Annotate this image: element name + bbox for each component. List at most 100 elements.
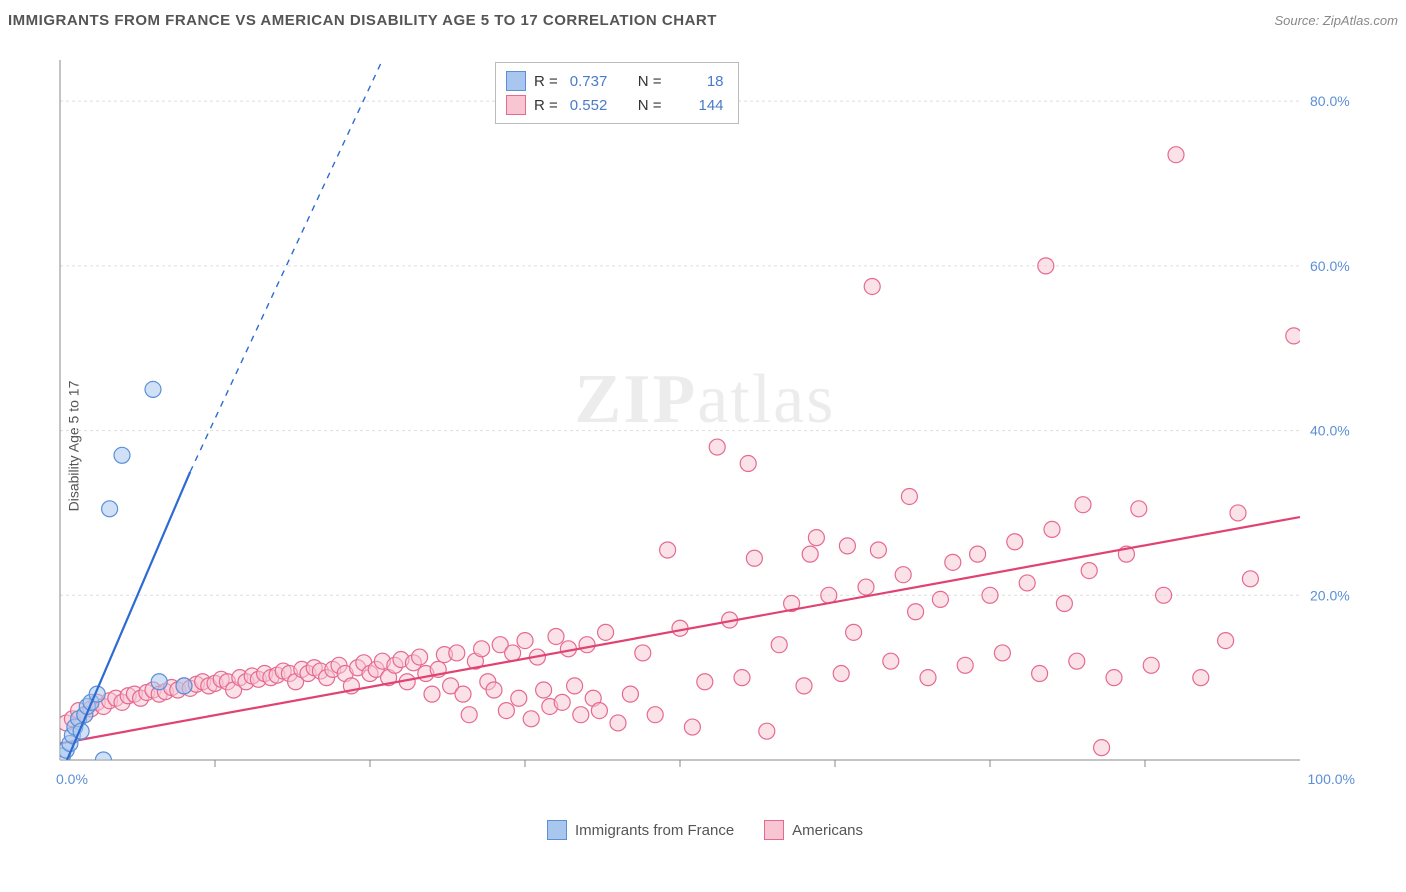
trend-line-extrapolated — [190, 60, 382, 472]
data-point — [932, 591, 948, 607]
data-point — [759, 723, 775, 739]
n-label: N = — [638, 97, 662, 114]
data-point — [808, 530, 824, 546]
data-point — [567, 678, 583, 694]
data-point — [114, 447, 130, 463]
data-point — [1038, 258, 1054, 274]
data-point — [505, 645, 521, 661]
legend-swatch — [764, 820, 784, 840]
legend-label: Immigrants from France — [575, 822, 734, 839]
data-point — [740, 456, 756, 472]
n-label: N = — [638, 73, 662, 90]
data-point — [449, 645, 465, 661]
data-point — [796, 678, 812, 694]
data-point — [536, 682, 552, 698]
data-point — [901, 488, 917, 504]
svg-text:80.0%: 80.0% — [1310, 93, 1350, 109]
data-point — [1075, 497, 1091, 513]
data-point — [1069, 653, 1085, 669]
data-point — [591, 703, 607, 719]
r-value: 0.737 — [570, 73, 620, 90]
chart-source: Source: ZipAtlas.com — [1274, 13, 1398, 28]
data-point — [573, 707, 589, 723]
r-label: R = — [534, 97, 558, 114]
data-point — [548, 628, 564, 644]
data-point — [970, 546, 986, 562]
data-point — [523, 711, 539, 727]
svg-text:20.0%: 20.0% — [1310, 587, 1350, 603]
data-point — [1007, 534, 1023, 550]
data-point — [635, 645, 651, 661]
data-point — [1044, 521, 1060, 537]
source-prefix: Source: — [1274, 13, 1322, 28]
data-point — [833, 666, 849, 682]
svg-text:60.0%: 60.0% — [1310, 258, 1350, 274]
data-point — [864, 278, 880, 294]
data-point — [151, 674, 167, 690]
data-point — [1094, 740, 1110, 756]
series-legend: Immigrants from France Americans — [50, 820, 1360, 840]
legend-item: Immigrants from France — [547, 820, 734, 840]
data-point — [102, 501, 118, 517]
data-point — [883, 653, 899, 669]
data-point — [455, 686, 471, 702]
data-point — [1143, 657, 1159, 673]
data-point — [746, 550, 762, 566]
data-point — [957, 657, 973, 673]
data-point — [579, 637, 595, 653]
data-point — [610, 715, 626, 731]
data-point — [1286, 328, 1302, 344]
data-point — [945, 554, 961, 570]
data-point — [771, 637, 787, 653]
svg-text:0.0%: 0.0% — [56, 771, 88, 787]
source-link[interactable]: ZipAtlas.com — [1323, 13, 1398, 28]
data-point — [511, 690, 527, 706]
legend-swatch — [506, 71, 526, 91]
data-point — [474, 641, 490, 657]
svg-text:100.0%: 100.0% — [1308, 771, 1355, 787]
data-point — [486, 682, 502, 698]
legend-row: R = 0.737 N = 18 — [506, 69, 724, 93]
data-point — [684, 719, 700, 735]
data-point — [821, 587, 837, 603]
data-point — [908, 604, 924, 620]
data-point — [895, 567, 911, 583]
data-point — [858, 579, 874, 595]
chart-title: IMMIGRANTS FROM FRANCE VS AMERICAN DISAB… — [8, 12, 717, 29]
data-point — [982, 587, 998, 603]
data-point — [1230, 505, 1246, 521]
trend-line — [60, 517, 1300, 743]
data-point — [412, 649, 428, 665]
data-point — [424, 686, 440, 702]
data-point — [622, 686, 638, 702]
data-point — [660, 542, 676, 558]
data-point — [1032, 666, 1048, 682]
data-point — [1019, 575, 1035, 591]
data-point — [1168, 147, 1184, 163]
data-point — [647, 707, 663, 723]
data-point — [1081, 563, 1097, 579]
data-point — [89, 764, 105, 780]
scatter-chart: 20.0%40.0%60.0%80.0%0.0%100.0% — [50, 40, 1360, 840]
data-point — [1056, 596, 1072, 612]
data-point — [870, 542, 886, 558]
n-value: 18 — [674, 73, 724, 90]
data-point — [1131, 501, 1147, 517]
data-point — [1106, 670, 1122, 686]
data-point — [1193, 670, 1209, 686]
chart-header: IMMIGRANTS FROM FRANCE VS AMERICAN DISAB… — [0, 0, 1406, 40]
data-point — [461, 707, 477, 723]
data-point — [839, 538, 855, 554]
data-point — [598, 624, 614, 640]
data-point — [145, 381, 161, 397]
data-point — [554, 694, 570, 710]
n-value: 144 — [674, 97, 724, 114]
r-label: R = — [534, 73, 558, 90]
data-point — [498, 703, 514, 719]
data-point — [846, 624, 862, 640]
data-point — [1218, 633, 1234, 649]
legend-row: R = 0.552 N = 144 — [506, 93, 724, 117]
data-point — [709, 439, 725, 455]
chart-area: 20.0%40.0%60.0%80.0%0.0%100.0% ZIPatlas … — [50, 40, 1360, 840]
data-point — [176, 678, 192, 694]
